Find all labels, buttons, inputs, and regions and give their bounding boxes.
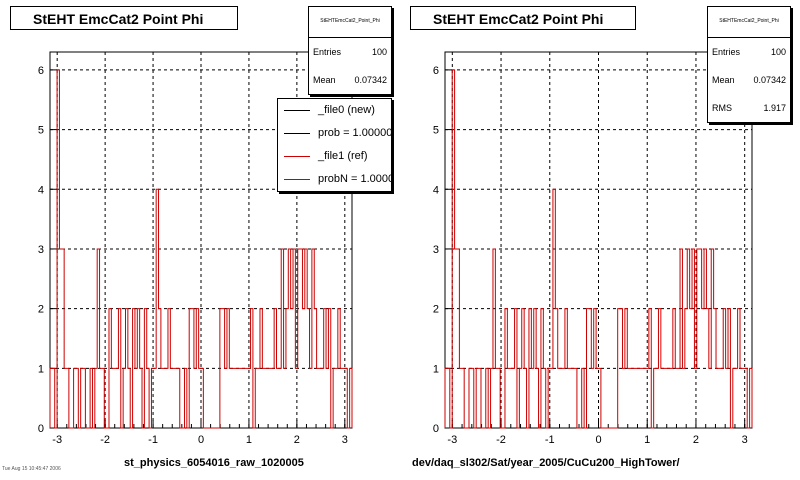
x-tick-label: 3 (742, 434, 748, 446)
stats-label: Entries (712, 47, 741, 57)
y-tick-label: 1 (38, 363, 44, 375)
plot-area-right: 0 1 2 3 4 5 6 -3 -2 -1 0 1 2 3 (433, 51, 753, 446)
x-tick-label: 0 (198, 434, 204, 446)
y-tick-label: 2 (38, 304, 44, 316)
legend-label: _file0 (new) (318, 104, 375, 116)
legend-label: prob = 1.000000 (318, 127, 392, 139)
stats-box-right: StEHTEmcCat2_Point_Phi Entries 100 Mean … (707, 6, 791, 123)
y-tick-label: 4 (433, 184, 439, 196)
stats-value: 0.07342 (354, 75, 387, 85)
stats-label: Entries (313, 47, 342, 57)
x-tick-label: -3 (52, 434, 62, 446)
stats-value: 1.917 (763, 103, 786, 113)
histogram-pad-left: 0 1 2 3 4 5 6 -3 -2 -1 0 1 2 3 StEHT EmcCat2 Point Ph… (2, 6, 392, 472)
stats-label: Mean (712, 75, 735, 85)
x-axis-title-left: st_physics_6054016_raw_1020005 (124, 457, 304, 469)
stats-row-rms-right: RMS 1.917 (708, 94, 790, 122)
x-tick-label: -1 (545, 434, 555, 446)
legend-entry-file0: _file0 (new) (278, 99, 391, 122)
stats-header-left: StEHTEmcCat2_Point_Phi (309, 7, 391, 38)
y-tick-label: 3 (38, 244, 44, 256)
y-tick-label: 6 (433, 65, 439, 77)
y-tick-label: 0 (433, 423, 439, 435)
x-tick-label: 1 (246, 434, 252, 446)
stats-value: 100 (371, 47, 387, 57)
y-tick-label: 5 (433, 125, 439, 137)
x-tick-label: -2 (100, 434, 110, 446)
y-tick-label: 0 (38, 423, 44, 435)
x-tick-label: 2 (294, 434, 300, 446)
x-tick-label: 1 (644, 434, 650, 446)
x-axis-title-right: dev/daq_sl302/Sat/year_2005/CuCu200_High… (412, 457, 680, 469)
stats-label: Mean (313, 75, 336, 85)
stats-label: RMS (712, 103, 732, 113)
legend-entry-file1: _file1 (ref) (278, 145, 391, 168)
y-tick-label: 5 (38, 125, 44, 137)
legend-entry-prob: prob = 1.000000 (278, 122, 391, 145)
stats-value: 0.07342 (753, 75, 786, 85)
histogram-series-line (49, 69, 353, 429)
stats-box-left: StEHTEmcCat2_Point_Phi Entries 100 Mean … (308, 6, 392, 95)
histogram-pad-right: 0 1 2 3 4 5 6 -3 -2 -1 0 1 2 3 StEHT EmcCat2 Point Ph… (400, 0, 800, 480)
legend-entry-probn: probN = 1.000000 (278, 168, 391, 191)
chart-title-left: StEHT EmcCat2 Point Phi (10, 6, 238, 30)
stats-value: 100 (770, 47, 786, 57)
footer-timestamp: Tue Aug 15 10:45:47 2006 (2, 466, 61, 472)
legend-swatch (284, 179, 310, 180)
legend-label: _file1 (ref) (318, 150, 368, 162)
stats-header-right: StEHTEmcCat2_Point_Phi (708, 7, 790, 38)
legend-swatch (284, 110, 310, 111)
x-tick-label: 2 (693, 434, 699, 446)
x-tick-label: -3 (447, 434, 457, 446)
x-tick-label: 0 (595, 434, 601, 446)
y-tick-label: 2 (433, 304, 439, 316)
legend-swatch (284, 133, 310, 134)
y-tick-label: 4 (38, 184, 44, 196)
stats-row-mean-left: Mean 0.07342 (309, 66, 391, 94)
legend-swatch (284, 156, 310, 157)
x-tick-label: 3 (342, 434, 348, 446)
y-tick-label: 1 (433, 363, 439, 375)
legend-box: _file0 (new) prob = 1.000000 _file1 (ref… (277, 98, 392, 192)
legend-label: probN = 1.000000 (318, 173, 391, 185)
y-tick-label: 3 (433, 244, 439, 256)
x-tick-label: -2 (496, 434, 506, 446)
stats-row-entries-right: Entries 100 (708, 38, 790, 66)
histogram-series-line (444, 69, 753, 429)
stats-row-mean-right: Mean 0.07342 (708, 66, 790, 94)
chart-title-right: StEHT EmcCat2 Point Phi (410, 6, 636, 30)
stats-row-entries-left: Entries 100 (309, 38, 391, 66)
y-tick-label: 6 (38, 65, 44, 77)
x-tick-label: -1 (148, 434, 158, 446)
